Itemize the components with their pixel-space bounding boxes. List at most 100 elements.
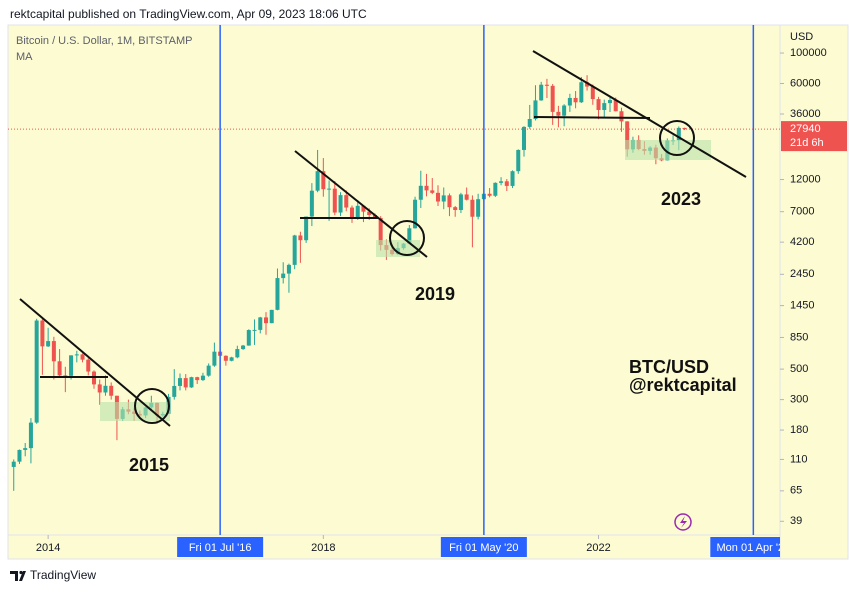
marker-label: Fri 01 May '20 [449,542,518,554]
candle-body [676,127,681,141]
candle-body [109,385,114,396]
x-tick-label: 2014 [36,542,60,554]
candle-body [413,199,418,229]
annotation: 2015 [129,455,169,475]
candle-body [315,171,320,191]
support-line [533,116,651,119]
candle-body [378,217,383,246]
candle-body [177,378,183,386]
axis-unit: USD [790,31,813,43]
candle-body [544,84,549,86]
y-tick-label: 2450 [790,268,814,280]
candle-body [499,181,504,183]
circle [659,120,695,156]
candle-body [556,111,561,116]
candle-body [34,320,39,423]
y-tick-label: 850 [790,331,808,343]
candle-body [263,317,269,324]
candle-body [57,361,62,376]
candle-body [682,127,687,130]
time-axis [7,534,781,560]
candle-body [550,85,555,112]
candle-body [281,273,286,279]
candle-body [292,235,297,265]
candle-body [258,317,263,330]
candle-body [17,449,22,462]
candle-body [453,207,458,211]
candle-body [223,355,228,361]
y-tick-label: 65 [790,485,802,497]
highlight-box [625,140,711,160]
drawings [19,50,747,427]
candle-body [189,377,194,388]
candle-body [447,195,452,208]
candle-body [275,278,280,310]
candle-body [527,118,532,127]
event-icon[interactable] [674,513,692,531]
candle-body [183,378,188,388]
candle-body [241,345,246,350]
candle-body [269,309,274,324]
annotations: 2015 2019 2023 BTC/USD @rektcapital [129,189,737,475]
candle-body [321,171,326,190]
candle-body [424,185,429,191]
candle-body [533,100,538,119]
candle-body [11,461,16,467]
candle-body [573,97,578,103]
candle-body [418,185,423,200]
x-tick-label: 2022 [586,542,610,554]
candle-body [596,99,601,110]
candle-body [298,235,303,241]
y-tick-label: 4200 [790,236,814,248]
tradingview-logo: TradingView [10,568,96,582]
candle-body [372,215,377,218]
candle-body [235,349,240,358]
y-tick-label: 7000 [790,206,814,218]
candle-body [602,103,607,110]
candle-body [470,199,475,217]
candle-body [521,126,527,150]
candle-body [74,354,79,356]
candle-body [367,211,372,216]
marker-label-box [177,537,264,557]
y-tick-label: 1450 [790,300,814,312]
circle [134,388,170,424]
candle-body [476,199,481,217]
candle-body [344,195,349,208]
candle-body [252,329,257,331]
candle-body [80,354,85,360]
footer: TradingView [30,568,96,582]
candle-body [195,377,200,381]
legend: Bitcoin / U.S. Dollar, 1M, BITSTAMP MA [16,35,192,63]
candle-body [458,194,463,211]
candle-body [309,190,314,217]
candle-body [246,330,251,346]
time-axis-labels: 2014 2018 2022 Fri 01 Jul '16 Fri 01 May '20… [36,535,791,557]
candle-body [464,194,469,200]
last-price-label: 27940 [790,123,821,135]
annotation: BTC/USD [629,357,709,377]
marker-label: Mon 01 Apr '24 [717,542,791,554]
series-title: Bitcoin / U.S. Dollar, 1M, BITSTAMP [16,35,192,47]
candle-body [332,188,337,213]
countdown-label: 21d 6h [790,137,824,149]
candle-body [510,171,515,186]
y-tick-label: 12000 [790,173,821,185]
candle-body [516,149,521,172]
y-tick-label: 36000 [790,108,821,120]
candle-body [304,216,309,241]
candle-body [86,359,91,372]
plot [8,25,780,535]
candle-body [407,228,412,244]
candle-body [441,195,446,202]
candle-body [51,341,56,362]
header: rektcapital published on TradingView.com… [10,7,367,21]
candle-body [63,375,68,377]
y-tick-label: 39 [790,515,802,527]
indicator-label: MA [16,51,33,63]
plot-background [7,24,781,536]
circle [389,220,425,256]
candle-body [504,181,509,186]
